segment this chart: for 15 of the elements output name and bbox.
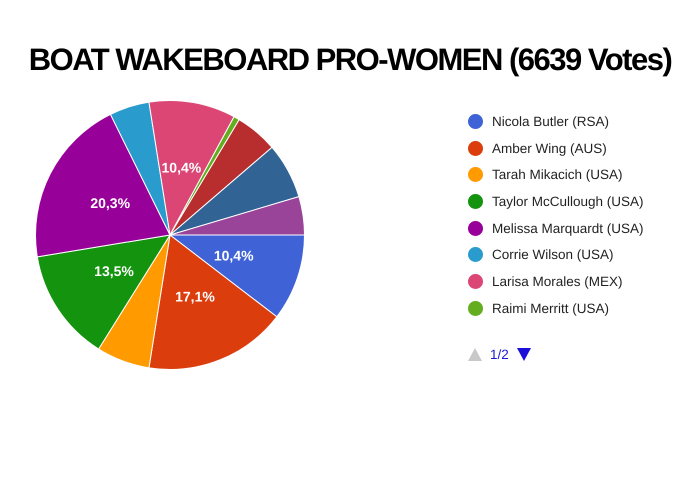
data-label: 13,5% [94, 263, 134, 280]
legend-label: Nicola Butler (RSA) [492, 114, 610, 129]
text: 1/2 [490, 346, 509, 362]
chart-title: BOAT WAKEBOARD PRO-WOMEN (6639 Votes) [28, 42, 672, 78]
data-label: 10,4% [162, 160, 202, 176]
legend-label: Tarah Mikacich (USA) [492, 167, 623, 182]
legend-label: Raimi Merritt (USA) [492, 300, 609, 316]
legend-label: Melissa Marquardt (USA) [492, 220, 644, 236]
legend-label: Corrie Wilson (USA) [492, 247, 614, 262]
data-label: 20,3% [90, 195, 131, 212]
legend-label: Amber Wing (AUS) [492, 140, 607, 156]
legend-label: Taylor McCullough (USA) [492, 194, 644, 209]
legend-label: Larisa Morales (MEX) [492, 274, 623, 289]
data-label: 10,4% [214, 247, 254, 264]
data-label: 17,1% [175, 288, 216, 304]
